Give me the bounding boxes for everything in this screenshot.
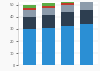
Bar [23,17,36,29]
Bar [23,29,36,65]
Bar [23,8,36,10]
Bar [42,8,55,15]
Bar [42,3,55,6]
Bar [42,28,55,65]
Bar [42,6,55,8]
Bar [61,3,74,5]
Bar [61,12,74,26]
Bar [23,5,36,8]
Bar [23,10,36,17]
Bar [80,10,93,24]
Bar [42,15,55,28]
Bar [80,0,93,2]
Bar [80,2,93,10]
Bar [61,26,74,65]
Bar [61,0,74,3]
Bar [80,24,93,65]
Bar [61,5,74,12]
